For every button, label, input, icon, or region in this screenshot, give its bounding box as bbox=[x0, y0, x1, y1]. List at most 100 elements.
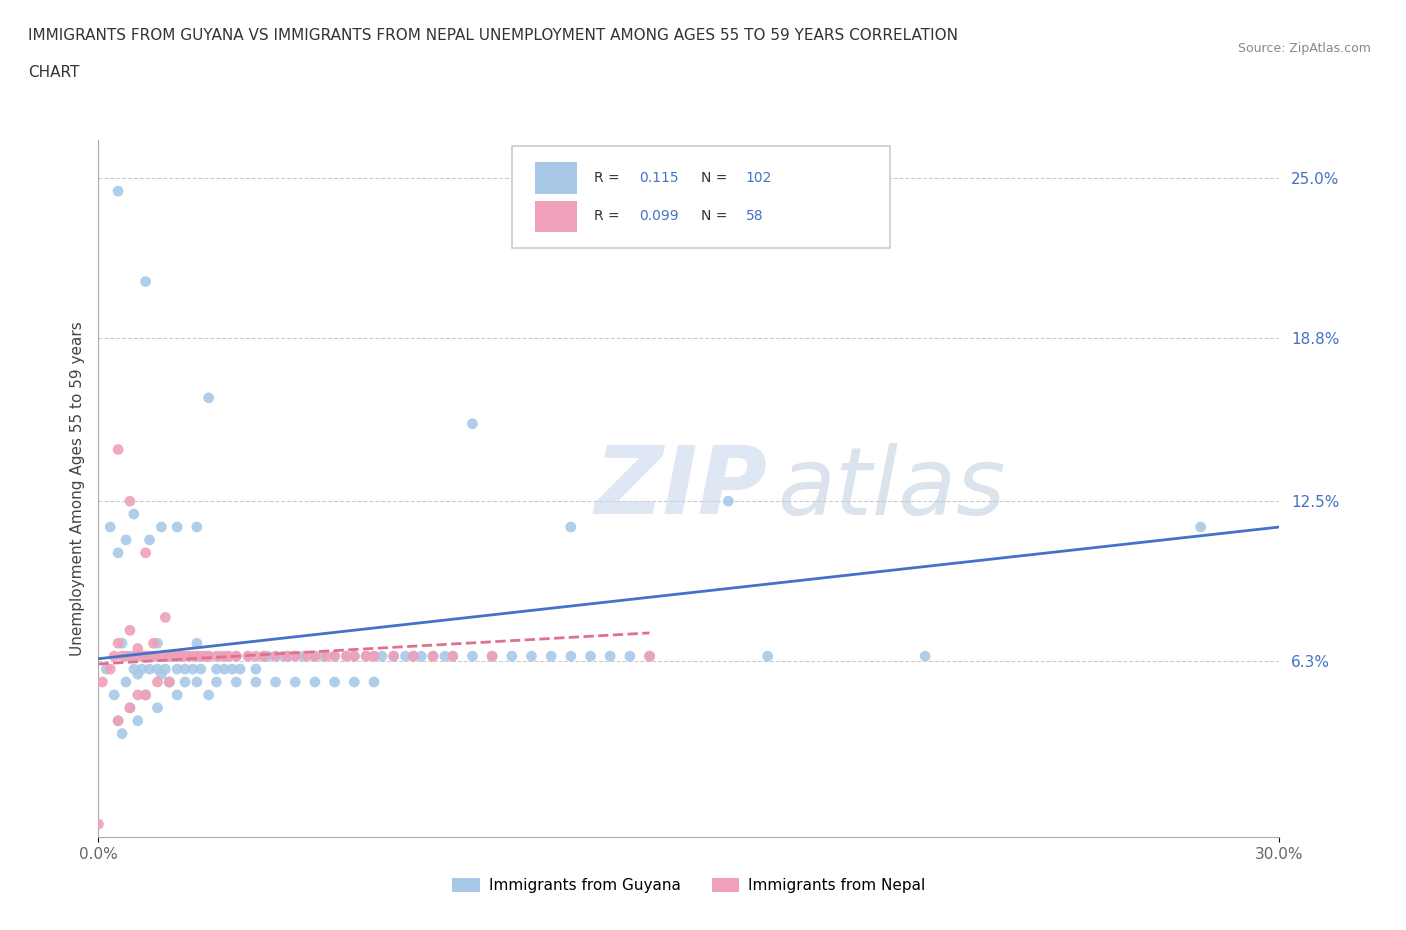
Point bbox=[276, 649, 298, 664]
Point bbox=[323, 649, 346, 664]
Point bbox=[221, 661, 243, 676]
Point bbox=[197, 649, 219, 664]
Point bbox=[122, 507, 145, 522]
Point bbox=[186, 649, 208, 664]
Point bbox=[273, 649, 295, 664]
Text: R =: R = bbox=[595, 209, 624, 223]
Point bbox=[914, 649, 936, 664]
Point bbox=[122, 649, 145, 664]
Point bbox=[214, 661, 236, 676]
Point bbox=[599, 649, 621, 664]
Point bbox=[441, 649, 464, 664]
Legend: Immigrants from Guyana, Immigrants from Nepal: Immigrants from Guyana, Immigrants from … bbox=[446, 871, 932, 899]
Point bbox=[343, 649, 366, 664]
Point bbox=[315, 649, 337, 664]
Point bbox=[363, 649, 385, 664]
Point bbox=[146, 674, 169, 689]
Point bbox=[138, 649, 160, 664]
Point bbox=[157, 674, 180, 689]
Point bbox=[214, 649, 236, 664]
Point bbox=[131, 649, 153, 664]
Point bbox=[138, 661, 160, 676]
Point bbox=[115, 649, 138, 664]
Point bbox=[205, 674, 228, 689]
Point bbox=[197, 687, 219, 702]
Point bbox=[264, 649, 287, 664]
Point bbox=[756, 649, 779, 664]
Point bbox=[461, 649, 484, 664]
Point bbox=[186, 636, 208, 651]
Point bbox=[190, 649, 212, 664]
Point bbox=[107, 442, 129, 457]
Text: 0.115: 0.115 bbox=[640, 171, 679, 185]
Point bbox=[135, 687, 157, 702]
Point bbox=[122, 661, 145, 676]
Point bbox=[138, 533, 160, 548]
Point bbox=[441, 649, 464, 664]
Point bbox=[162, 649, 184, 664]
Text: Source: ZipAtlas.com: Source: ZipAtlas.com bbox=[1237, 42, 1371, 55]
Point bbox=[217, 649, 239, 664]
Point bbox=[194, 649, 217, 664]
Point bbox=[118, 494, 141, 509]
Point bbox=[323, 674, 346, 689]
Point bbox=[146, 649, 169, 664]
Point bbox=[481, 649, 503, 664]
Point bbox=[312, 649, 335, 664]
Point bbox=[157, 649, 180, 664]
Point bbox=[150, 667, 173, 682]
FancyBboxPatch shape bbox=[512, 147, 890, 247]
Point bbox=[177, 649, 200, 664]
Text: ZIP: ZIP bbox=[595, 443, 768, 534]
Point bbox=[107, 184, 129, 199]
Point bbox=[142, 649, 165, 664]
Point bbox=[382, 649, 405, 664]
Point bbox=[236, 649, 259, 664]
Point bbox=[619, 649, 641, 664]
Point bbox=[205, 661, 228, 676]
Point bbox=[127, 641, 149, 656]
Text: 0.099: 0.099 bbox=[640, 209, 679, 223]
Point bbox=[560, 520, 582, 535]
Point bbox=[135, 649, 157, 664]
Point bbox=[107, 636, 129, 651]
Point bbox=[394, 649, 416, 664]
Point bbox=[135, 545, 157, 560]
Point bbox=[371, 649, 394, 664]
Point bbox=[236, 649, 259, 664]
Point bbox=[461, 417, 484, 432]
Point bbox=[579, 649, 602, 664]
Text: 102: 102 bbox=[745, 171, 772, 185]
Point bbox=[155, 610, 177, 625]
Point bbox=[433, 649, 456, 664]
Point bbox=[135, 274, 157, 289]
Point bbox=[127, 713, 149, 728]
Point bbox=[131, 661, 153, 676]
Point bbox=[186, 649, 208, 664]
Point bbox=[382, 649, 405, 664]
Point bbox=[157, 649, 180, 664]
Point bbox=[284, 649, 307, 664]
Point bbox=[402, 649, 425, 664]
Point bbox=[304, 649, 326, 664]
Point bbox=[638, 649, 661, 664]
Point bbox=[111, 636, 134, 651]
Text: IMMIGRANTS FROM GUYANA VS IMMIGRANTS FROM NEPAL UNEMPLOYMENT AMONG AGES 55 TO 59: IMMIGRANTS FROM GUYANA VS IMMIGRANTS FRO… bbox=[28, 28, 957, 43]
Point bbox=[253, 649, 276, 664]
Point bbox=[118, 649, 141, 664]
Point bbox=[411, 649, 433, 664]
Point bbox=[304, 674, 326, 689]
Text: 58: 58 bbox=[745, 209, 763, 223]
Text: atlas: atlas bbox=[778, 443, 1005, 534]
Point bbox=[245, 649, 267, 664]
Point bbox=[166, 649, 188, 664]
Point bbox=[142, 636, 165, 651]
Point bbox=[197, 391, 219, 405]
Point bbox=[1189, 520, 1212, 535]
Point bbox=[264, 649, 287, 664]
Point bbox=[170, 649, 193, 664]
Point bbox=[422, 649, 444, 664]
Point bbox=[225, 674, 247, 689]
Point bbox=[501, 649, 523, 664]
Point bbox=[135, 687, 157, 702]
